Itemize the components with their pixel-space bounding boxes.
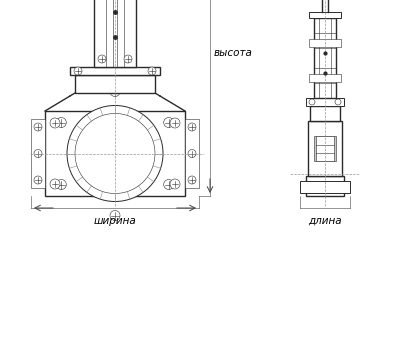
Bar <box>94 0 136 67</box>
Circle shape <box>34 149 42 157</box>
Circle shape <box>34 176 42 184</box>
Circle shape <box>110 86 120 97</box>
Bar <box>75 75 155 93</box>
Text: длина: длина <box>308 216 342 226</box>
Bar <box>309 74 341 82</box>
Circle shape <box>75 113 155 193</box>
Circle shape <box>50 118 60 128</box>
Circle shape <box>164 118 174 127</box>
Bar <box>70 67 160 75</box>
Circle shape <box>124 55 132 63</box>
Bar <box>31 119 45 188</box>
Bar <box>309 12 341 18</box>
Circle shape <box>34 123 42 131</box>
Bar <box>314 136 336 161</box>
Bar <box>45 111 185 196</box>
Bar <box>308 121 342 176</box>
Circle shape <box>56 118 66 127</box>
Circle shape <box>110 210 120 220</box>
Circle shape <box>170 118 180 128</box>
Circle shape <box>188 123 196 131</box>
Circle shape <box>74 67 82 75</box>
Text: высота: высота <box>214 48 253 58</box>
Bar <box>185 119 199 188</box>
Bar <box>306 98 344 106</box>
Bar <box>300 181 350 193</box>
Circle shape <box>56 180 66 190</box>
Circle shape <box>170 179 180 189</box>
Circle shape <box>50 179 60 189</box>
Bar <box>316 136 334 161</box>
Text: ширина: ширина <box>94 216 136 226</box>
Circle shape <box>148 67 156 75</box>
Circle shape <box>164 180 174 190</box>
Bar <box>314 18 336 98</box>
Circle shape <box>309 99 315 105</box>
Circle shape <box>98 55 106 63</box>
Circle shape <box>335 99 341 105</box>
Bar <box>309 39 341 47</box>
Bar <box>310 106 340 121</box>
Bar <box>306 176 344 196</box>
Circle shape <box>188 176 196 184</box>
Circle shape <box>188 149 196 157</box>
Circle shape <box>67 106 163 201</box>
